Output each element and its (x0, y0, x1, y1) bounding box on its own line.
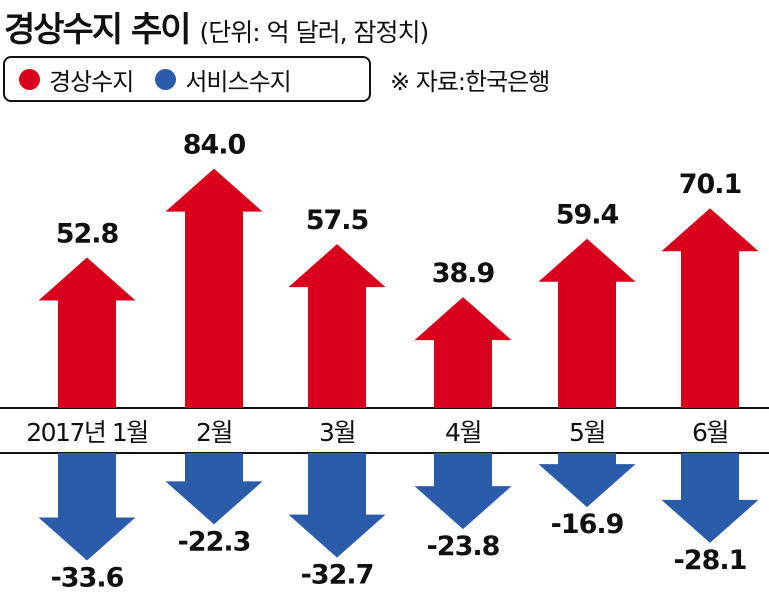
current-account-value-label: 59.4 (556, 200, 619, 231)
current-account-value-label: 52.8 (56, 219, 119, 250)
legend-label: 경상수지 (49, 67, 134, 96)
current-account-arrow (661, 208, 759, 408)
service-account-arrow (165, 453, 263, 525)
category-label: 6월 (692, 418, 728, 447)
legend-service-account-dot (155, 68, 177, 90)
title-row: 경상수지 추이 (단위: 억 달러, 잠정치) (4, 2, 430, 50)
service-account-value-label: -32.7 (301, 560, 374, 591)
source-note: ※ 자료:한국은행 (390, 68, 550, 96)
current-account-arrow (165, 168, 263, 408)
category-label: 2017년 1월 (26, 418, 147, 447)
service-account-arrow (414, 453, 512, 530)
current-account-arrow (38, 257, 136, 408)
service-account-arrow (538, 453, 636, 508)
legend-label: 서비스수지 (185, 67, 291, 96)
legend: 경상수지 서비스수지 (3, 56, 371, 102)
current-account-arrow (288, 244, 386, 408)
category-label: 2월 (196, 418, 232, 447)
category-label: 3월 (319, 418, 355, 447)
current-account-arrow (538, 238, 636, 408)
service-account-value-label: -23.8 (427, 531, 500, 562)
current-account-value-label: 84.0 (183, 130, 246, 161)
current-account-value-label: 38.9 (432, 258, 495, 289)
service-account-arrow (288, 453, 386, 558)
chart-title: 경상수지 추이 (4, 10, 192, 50)
category-label: 4월 (445, 418, 481, 447)
category-label: 5월 (569, 418, 605, 447)
service-account-value-label: -33.6 (51, 563, 124, 594)
service-account-value-label: -16.9 (551, 509, 624, 540)
service-account-value-label: -22.3 (178, 526, 251, 557)
legend-item-current-account: 경상수지 (19, 62, 134, 97)
current-account-value-label: 57.5 (306, 205, 369, 236)
legend-current-account-dot (19, 68, 40, 90)
current-account-arrow (414, 297, 512, 408)
current-account-value-label: 70.1 (679, 169, 742, 200)
service-account-arrow (38, 453, 136, 561)
legend-item-service-account: 서비스수지 (155, 62, 292, 97)
service-account-arrow (661, 453, 759, 543)
unit-label: (단위: 억 달러, 잠정치) (199, 18, 430, 47)
service-account-value-label: -28.1 (674, 545, 747, 576)
